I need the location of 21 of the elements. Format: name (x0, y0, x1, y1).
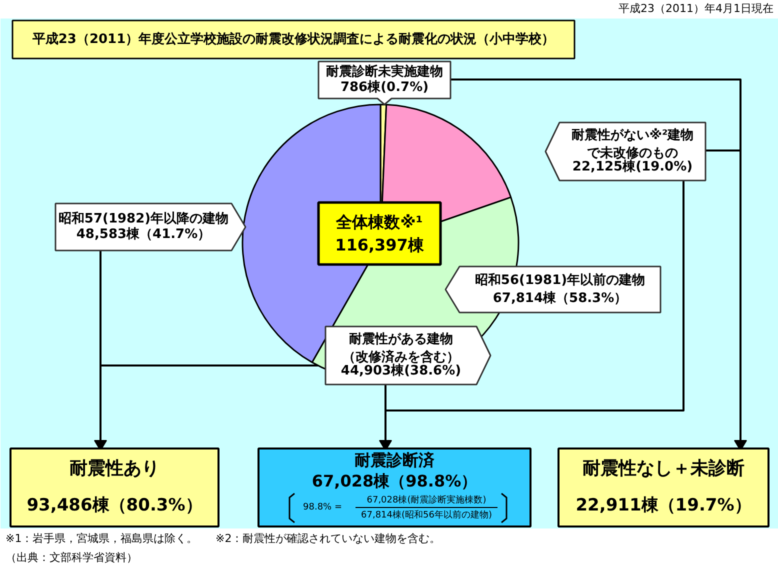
chart-subtitle: 平成23（2011）年4月1日現在 (618, 2, 774, 15)
text: 67,028棟(耐震診断実施棟数) (366, 494, 486, 506)
text: 93,486棟（80.3%） (26, 496, 202, 516)
text: 全体棟数※¹ 116,397棟 (335, 212, 425, 254)
text: 耐震性なし＋未診断 (582, 458, 744, 479)
chart-title: 平成23（2011）年度公立学校施設の耐震改修状況調査による耐震化の状況（小中学校） (31, 31, 555, 47)
data-label: 44,903棟(38.6%) (340, 363, 462, 378)
text: 22,911棟（19.7%） (576, 496, 752, 516)
slice-label: 昭和57(1982)年以降の建物 (58, 210, 229, 226)
text: 耐震性あり (70, 458, 160, 479)
text: 耐震診断済 67,028棟（98.8%） (312, 450, 478, 490)
slice-label: 耐震診断未実施建物 (326, 63, 443, 80)
text: ※1：岩手県，宮城県，福島県は除く。 (6, 532, 198, 545)
data-label: 786棟(0.7%) (340, 80, 429, 95)
data-label: 48,583棟（41.7%） (76, 227, 211, 242)
data-label: 22,125棟(19.0%) (572, 159, 693, 174)
text: 98.8% = (303, 502, 342, 512)
text: 昭和56(1981)年以前の建物 67,814棟（58.3%） (474, 272, 646, 306)
text: （出典：文部科学省資料） (6, 551, 138, 564)
text: ※2：耐震性が確認されていない建物を含む。 (216, 532, 441, 545)
text: 67,814棟(昭和56年以前の建物) (361, 510, 492, 520)
